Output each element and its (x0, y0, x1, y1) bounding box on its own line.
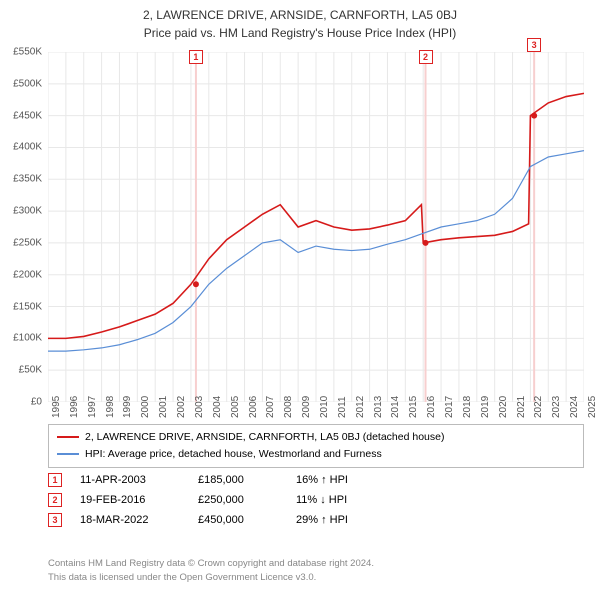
chart-marker-box: 3 (527, 38, 541, 52)
title-subtitle: Price paid vs. HM Land Registry's House … (0, 24, 600, 42)
sales-row: 3 18-MAR-2022 £450,000 29% ↑ HPI (48, 510, 584, 530)
sale-date: 18-MAR-2022 (80, 514, 180, 526)
sale-date: 19-FEB-2016 (80, 494, 180, 506)
sale-diff: 29% ↑ HPI (296, 514, 396, 526)
legend: 2, LAWRENCE DRIVE, ARNSIDE, CARNFORTH, L… (48, 424, 584, 468)
legend-swatch (57, 453, 79, 455)
title-block: 2, LAWRENCE DRIVE, ARNSIDE, CARNFORTH, L… (0, 0, 600, 42)
sale-price: £450,000 (198, 514, 278, 526)
footer-line: Contains HM Land Registry data © Crown c… (48, 557, 374, 570)
chart-marker-box: 2 (419, 50, 433, 64)
sales-row: 2 19-FEB-2016 £250,000 11% ↓ HPI (48, 490, 584, 510)
legend-item: 2, LAWRENCE DRIVE, ARNSIDE, CARNFORTH, L… (57, 429, 575, 446)
sale-date: 11-APR-2003 (80, 474, 180, 486)
y-axis-labels: £0£50K£100K£150K£200K£250K£300K£350K£400… (0, 52, 46, 402)
sales-row: 1 11-APR-2003 £185,000 16% ↑ HPI (48, 470, 584, 490)
sale-diff: 16% ↑ HPI (296, 474, 396, 486)
legend-label: 2, LAWRENCE DRIVE, ARNSIDE, CARNFORTH, L… (85, 429, 444, 446)
sale-price: £250,000 (198, 494, 278, 506)
sale-price: £185,000 (198, 474, 278, 486)
chart-svg (48, 52, 584, 402)
chart-plot-area: 123 (48, 52, 584, 402)
footer-line: This data is licensed under the Open Gov… (48, 571, 374, 584)
legend-item: HPI: Average price, detached house, West… (57, 446, 575, 463)
chart-container: 2, LAWRENCE DRIVE, ARNSIDE, CARNFORTH, L… (0, 0, 600, 590)
sale-marker-icon: 3 (48, 513, 62, 527)
title-address: 2, LAWRENCE DRIVE, ARNSIDE, CARNFORTH, L… (0, 6, 600, 24)
sale-marker-icon: 1 (48, 473, 62, 487)
footer: Contains HM Land Registry data © Crown c… (48, 557, 374, 584)
chart-marker-box: 1 (189, 50, 203, 64)
sales-table: 1 11-APR-2003 £185,000 16% ↑ HPI 2 19-FE… (48, 470, 584, 530)
legend-label: HPI: Average price, detached house, West… (85, 446, 382, 463)
sale-diff: 11% ↓ HPI (296, 494, 396, 506)
legend-swatch (57, 436, 79, 438)
sale-marker-icon: 2 (48, 493, 62, 507)
